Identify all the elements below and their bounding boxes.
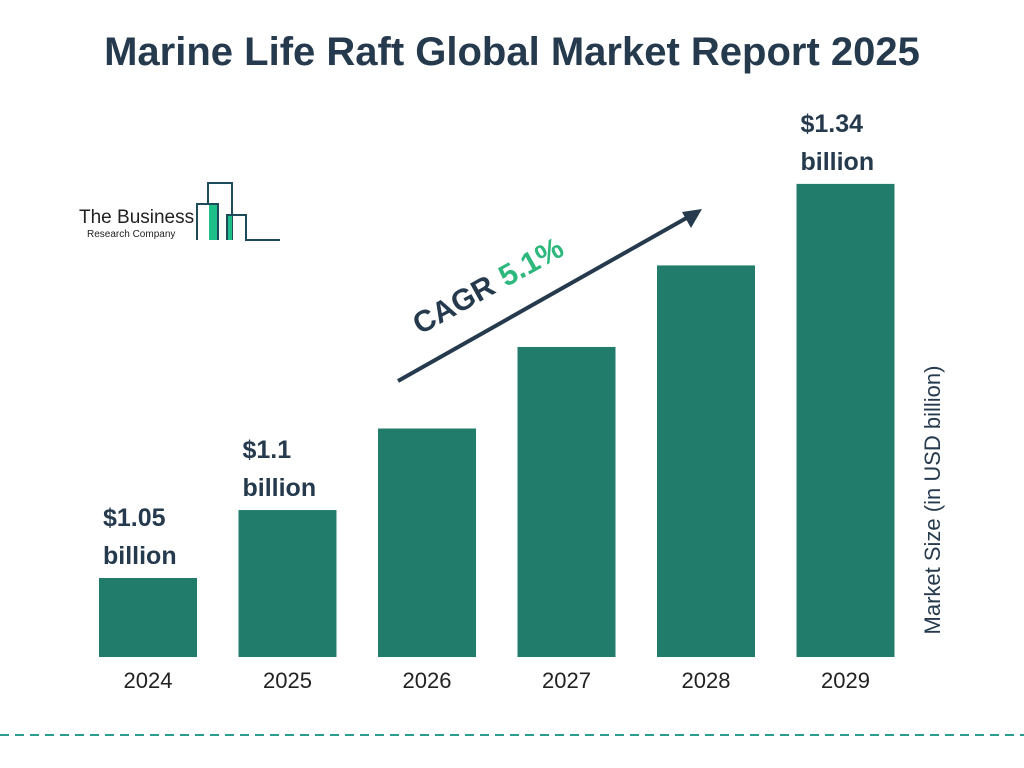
x-tick-label: 2024 xyxy=(124,668,173,693)
cagr-value: 5.1% xyxy=(493,231,569,293)
x-tick-label: 2026 xyxy=(403,668,452,693)
x-tick-label: 2027 xyxy=(542,668,591,693)
logo-line1: The Business xyxy=(79,207,194,228)
data-label: $1.05 xyxy=(103,504,166,532)
data-label: billion xyxy=(103,542,177,570)
x-tick-label: 2028 xyxy=(682,668,731,693)
arrow-head-icon xyxy=(682,209,702,228)
bar-2026 xyxy=(378,428,476,657)
x-tick-label: 2025 xyxy=(263,668,312,693)
bar-2025 xyxy=(238,510,337,657)
x-tick-label: 2029 xyxy=(821,668,870,693)
cagr-annotation: CAGR5.1% xyxy=(407,231,569,341)
data-label: billion xyxy=(243,474,317,502)
logo-line2: Research Company xyxy=(87,229,175,240)
data-label: $1.1 xyxy=(243,436,292,464)
chart-title: Marine Life Raft Global Market Report 20… xyxy=(104,30,920,74)
bar-2029 xyxy=(796,183,895,657)
data-label: $1.34 xyxy=(801,110,864,138)
cagr-arrow xyxy=(397,214,691,383)
y-axis-label: Market Size (in USD billion) xyxy=(920,366,945,635)
bar-2028 xyxy=(657,265,755,657)
bar-2024 xyxy=(99,578,197,657)
logo: The Business Research Company xyxy=(79,182,280,241)
bar-2027 xyxy=(517,346,616,657)
data-label: billion xyxy=(801,148,875,176)
